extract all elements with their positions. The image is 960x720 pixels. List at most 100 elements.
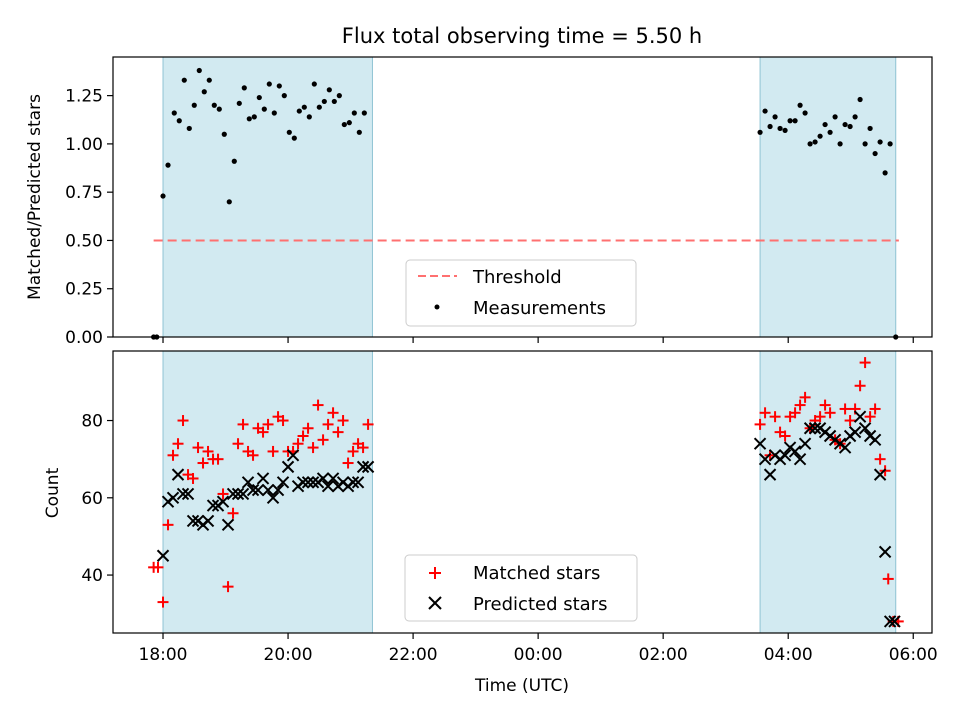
ratio-y-tick-label: 0.00 <box>65 328 103 348</box>
chart-title: Flux total observing time = 5.50 h <box>342 24 702 48</box>
measurement-point <box>251 114 257 120</box>
matched-stars-point <box>322 418 334 430</box>
matched-stars-point <box>864 411 876 423</box>
matched-stars-point <box>844 415 856 427</box>
matched-stars-point <box>342 457 354 469</box>
matched-stars-point <box>819 399 831 411</box>
measurement-point <box>837 141 843 147</box>
measurement-point <box>296 108 302 114</box>
matched-stars-point <box>167 449 179 461</box>
matched-stars-point <box>362 418 374 430</box>
measurement-point <box>792 118 798 124</box>
matched-stars-point <box>337 415 349 427</box>
matched-stars-legend-label: Matched stars <box>473 563 600 584</box>
matched-stars-point <box>754 418 766 430</box>
measurement-point <box>226 199 232 205</box>
measurement-point <box>321 98 327 105</box>
count-y-tick-label: 60 <box>81 489 103 509</box>
measurement-point <box>326 87 332 93</box>
matched-stars-point <box>302 422 314 434</box>
predicted-stars-point <box>231 487 245 501</box>
predicted-stars-point <box>351 476 365 489</box>
x-tick-label: 02:00 <box>639 645 688 665</box>
measurement-point <box>782 127 788 133</box>
measurement-point <box>767 123 773 130</box>
measurement-point <box>176 118 182 124</box>
measurement-point <box>216 106 222 112</box>
predicted-stars-point <box>848 425 862 439</box>
predicted-stars-point <box>798 437 812 450</box>
measurement-point <box>787 118 793 124</box>
observing-span <box>759 56 897 338</box>
measurement-point <box>882 170 888 176</box>
matched-stars-point <box>779 430 791 442</box>
measurement-point <box>331 98 337 105</box>
matched-stars-point <box>247 449 259 461</box>
count-y-tick-label: 40 <box>81 566 103 586</box>
measurement-point <box>867 125 873 132</box>
predicted-stars-point <box>838 441 852 454</box>
predicted-stars-point <box>883 615 897 628</box>
measurement-point <box>802 110 808 116</box>
predicted-stars-point <box>281 460 295 474</box>
matched-stars-point <box>869 403 881 415</box>
threshold-legend-label: Threshold <box>472 267 562 288</box>
measurement-point <box>852 114 858 120</box>
measurement-point <box>286 129 292 135</box>
ratio-y-tick-label: 1.00 <box>65 135 103 155</box>
ratio-y-tick-label: 1.25 <box>65 87 103 107</box>
predicted-stars-point <box>753 437 767 450</box>
ratio-y-tick-label: 0.75 <box>65 183 103 203</box>
measurement-point <box>887 141 893 147</box>
observing-span <box>759 350 897 634</box>
predicted-stars-point <box>763 468 777 481</box>
matched-stars-point <box>327 407 339 419</box>
measurement-point <box>221 131 227 137</box>
matched-stars-series <box>148 357 904 627</box>
predicted-stars-point <box>266 491 280 505</box>
ratio-y-axis-label: Matched/Predicted stars <box>25 94 45 300</box>
predicted-stars-point <box>306 476 320 489</box>
measurement-point <box>291 135 297 141</box>
measurement-point <box>361 110 367 116</box>
predicted-stars-legend-swatch <box>428 596 442 610</box>
measurement-point <box>346 120 352 126</box>
ratio-legend-box <box>405 259 637 327</box>
predicted-stars-point <box>853 410 867 423</box>
matched-stars-point <box>759 407 771 419</box>
ratio-y-tick-label: 0.25 <box>65 280 103 300</box>
measurement-point <box>266 81 272 87</box>
matched-stars-point <box>292 438 304 450</box>
measurement-point <box>206 77 212 83</box>
measurement-point <box>847 123 853 130</box>
count-panel-x-ticks: 18:00 20:00 22:00 00:00 02:00 04:00 06:00 <box>139 633 938 665</box>
measurement-point <box>276 83 282 89</box>
predicted-stars-point <box>868 433 882 447</box>
measurement-point <box>186 125 192 132</box>
measurements-legend-label: Measurements <box>473 298 606 319</box>
ratio-y-tick-label: 0.50 <box>65 231 103 251</box>
measurement-point <box>857 96 863 103</box>
measurement-point <box>777 125 783 132</box>
measurement-point <box>862 141 868 147</box>
matched-stars-point <box>152 561 164 573</box>
matched-stars-point <box>859 357 871 369</box>
matched-stars-point <box>332 426 344 438</box>
matched-stars-point <box>237 418 249 430</box>
measurement-point <box>877 139 883 145</box>
predicted-stars-point <box>778 449 792 462</box>
measurement-point <box>797 102 803 108</box>
observing-span <box>162 350 373 634</box>
measurement-point <box>351 110 357 116</box>
measurement-point <box>231 158 237 164</box>
matched-stars-point <box>824 407 836 419</box>
predicted-stars-point <box>256 472 270 485</box>
matched-stars-point <box>197 457 209 469</box>
measurement-point <box>306 114 312 120</box>
ratio-panel-y-ticks: 0.00 0.25 0.50 0.75 1.00 1.25 <box>65 87 113 348</box>
predicted-stars-series <box>156 410 901 628</box>
matched-stars-point <box>212 453 224 465</box>
measurement-point <box>832 114 838 120</box>
matched-stars-point <box>794 399 806 411</box>
